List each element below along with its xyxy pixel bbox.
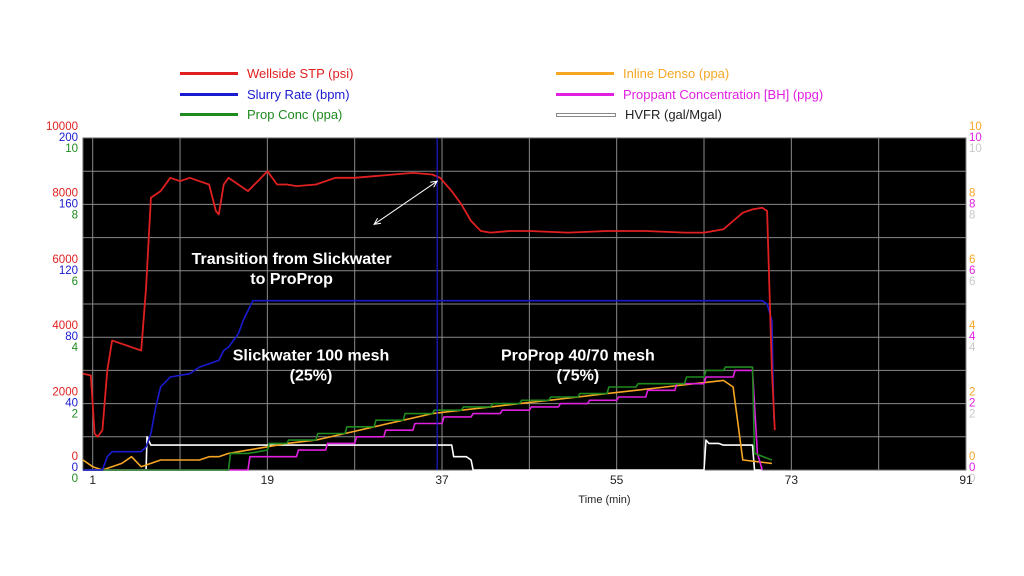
left-tick-label-stp: 2000 (52, 387, 78, 399)
annotation-arrow (373, 180, 438, 225)
right-tick-label-bh: 2 (969, 398, 975, 410)
right-tick-label-hvfr: 6 (969, 276, 975, 288)
x-tick-label: 91 (959, 473, 973, 487)
right-tick-label-denso: 8 (969, 187, 975, 199)
legend-label-conc: Prop Conc (ppa) (247, 107, 343, 122)
left-tick-label-conc: 8 (72, 209, 78, 221)
left-tick-label-conc: 10 (65, 143, 78, 155)
left-tick-label-stp: 0 (72, 451, 78, 463)
annotation-text-2: (75%) (557, 367, 600, 384)
left-tick-label-stp: 8000 (52, 187, 78, 199)
left-tick-label-rate: 80 (65, 331, 78, 343)
x-tick-label: 55 (610, 473, 624, 487)
legend-label-stp: Wellside STP (psi) (247, 66, 354, 81)
annotation-text-2: ProProp 40/70 mesh (501, 347, 655, 364)
annotation-text-0: to ProProp (250, 271, 333, 288)
right-tick-label-bh: 4 (969, 331, 976, 343)
legend-swatch-conc (180, 113, 238, 116)
right-tick-label-bh: 8 (969, 198, 975, 210)
left-tick-label-rate: 0 (72, 462, 78, 474)
legend-item-stp: Wellside STP (psi) (180, 66, 353, 81)
left-tick-label-stp: 6000 (52, 254, 78, 266)
legend-item-conc: Prop Conc (ppa) (180, 107, 342, 122)
right-tick-label-denso: 6 (969, 254, 975, 266)
legend-label-rate: Slurry Rate (bpm) (247, 87, 350, 102)
left-tick-label-rate: 120 (59, 265, 78, 277)
series-line-rate (83, 299, 775, 471)
left-tick-label-conc: 6 (72, 276, 78, 288)
series-line-conc (83, 366, 773, 471)
right-tick-label-hvfr: 0 (969, 473, 975, 485)
right-tick-label-hvfr: 2 (969, 409, 975, 421)
x-tick-label: 19 (261, 473, 275, 487)
x-tick-label: 1 (89, 473, 96, 487)
annotation-text-1: (25%) (290, 367, 333, 384)
legend-item-rate: Slurry Rate (bpm) (180, 87, 350, 102)
x-tick-label: 37 (435, 473, 449, 487)
right-tick-label-bh: 6 (969, 265, 975, 277)
right-tick-label-denso: 0 (969, 451, 975, 463)
legend-swatch-bh (556, 93, 614, 96)
legend-item-bh: Proppant Concentration [BH] (ppg) (556, 87, 823, 102)
annotation-text-0: Transition from Slickwater (192, 251, 392, 268)
left-tick-label-conc: 2 (72, 409, 78, 421)
left-tick-label-rate: 160 (59, 198, 78, 210)
series-line-hvfr (83, 435, 763, 471)
legend-swatch-stp (180, 72, 238, 75)
legend-label-denso: Inline Denso (ppa) (623, 66, 730, 81)
right-tick-label-denso: 4 (969, 320, 976, 332)
right-tick-label-hvfr: 4 (969, 342, 976, 354)
legend-swatch-hvfr (556, 112, 616, 117)
right-tick-label-bh: 0 (969, 462, 975, 474)
right-tick-label-bh: 10 (969, 132, 982, 144)
right-tick-label-hvfr: 10 (969, 143, 982, 155)
left-tick-label-conc: 0 (72, 473, 78, 485)
annotation-text-1: Slickwater 100 mesh (233, 347, 390, 364)
left-tick-label-stp: 10000 (46, 121, 78, 133)
left-tick-label-rate: 40 (65, 398, 78, 410)
right-tick-label-denso: 10 (969, 121, 982, 133)
left-tick-label-rate: 200 (59, 132, 78, 144)
series-line-bh (83, 369, 763, 471)
legend-swatch-rate (180, 93, 238, 96)
left-tick-label-conc: 4 (72, 342, 79, 354)
legend-swatch-denso (556, 72, 614, 75)
annotation-arrowhead (430, 180, 439, 188)
annotation-arrowhead (373, 217, 382, 225)
legend-label-hvfr: HVFR (gal/Mgal) (625, 107, 722, 122)
series-line-stp (82, 170, 776, 438)
legend-item-hvfr: HVFR (gal/Mgal) (556, 107, 722, 122)
x-axis-label: Time (min) (578, 494, 630, 506)
legend-item-denso: Inline Denso (ppa) (556, 66, 729, 81)
legend-label-bh: Proppant Concentration [BH] (ppg) (623, 87, 824, 102)
x-tick-label: 73 (785, 473, 799, 487)
right-tick-label-hvfr: 8 (969, 209, 975, 221)
left-tick-label-stp: 4000 (52, 320, 78, 332)
right-tick-label-denso: 2 (969, 387, 975, 399)
